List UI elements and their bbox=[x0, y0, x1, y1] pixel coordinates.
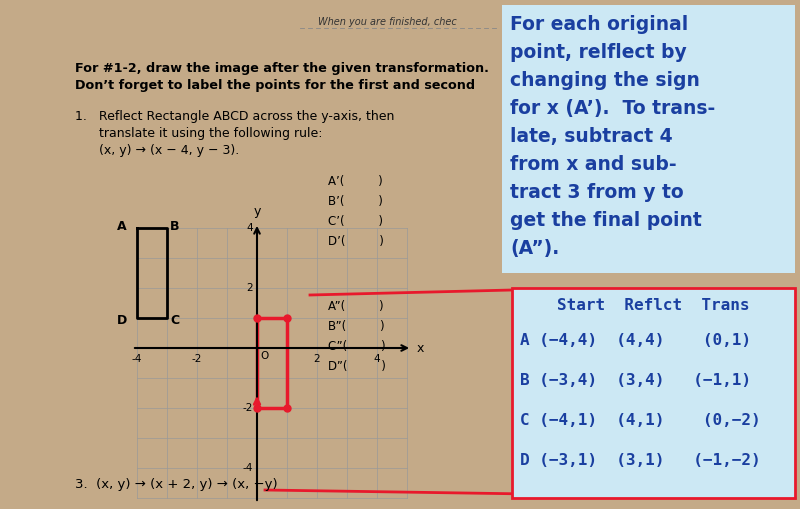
Text: D (−3,1)  (3,1)   (−1,−2): D (−3,1) (3,1) (−1,−2) bbox=[520, 453, 761, 468]
Text: C (−4,1)  (4,1)    (0,−2): C (−4,1) (4,1) (0,−2) bbox=[520, 413, 761, 428]
Text: 1.   Reflect Rectangle ABCD across the y-axis, then: 1. Reflect Rectangle ABCD across the y-a… bbox=[75, 110, 394, 123]
Text: C: C bbox=[170, 314, 179, 326]
Text: 4: 4 bbox=[246, 223, 253, 233]
Text: When you are finished, chec: When you are finished, chec bbox=[318, 17, 457, 27]
Text: C’(         ): C’( ) bbox=[328, 215, 383, 228]
Text: For each original: For each original bbox=[510, 15, 688, 34]
Text: B’(         ): B’( ) bbox=[328, 195, 383, 208]
Text: 2: 2 bbox=[246, 283, 253, 293]
Text: A (−4,4)  (4,4)    (0,1): A (−4,4) (4,4) (0,1) bbox=[520, 333, 751, 348]
Text: 2: 2 bbox=[314, 354, 320, 364]
Text: y: y bbox=[254, 205, 261, 218]
Text: point, relflect by: point, relflect by bbox=[510, 43, 686, 62]
Text: D’(         ): D’( ) bbox=[328, 235, 384, 248]
Text: 4: 4 bbox=[374, 354, 380, 364]
Text: B (−3,4)  (3,4)   (−1,1): B (−3,4) (3,4) (−1,1) bbox=[520, 373, 751, 388]
Text: A: A bbox=[118, 219, 127, 233]
Text: 3.  (x, y) → (x + 2, y) → (x, −y): 3. (x, y) → (x + 2, y) → (x, −y) bbox=[75, 478, 278, 491]
Text: For #1-2, draw the image after the given transformation.: For #1-2, draw the image after the given… bbox=[75, 62, 489, 75]
Text: get the final point: get the final point bbox=[510, 211, 702, 230]
Text: A’(         ): A’( ) bbox=[328, 175, 382, 188]
Text: -4: -4 bbox=[132, 354, 142, 364]
Text: D”(         ): D”( ) bbox=[328, 360, 386, 373]
Text: O: O bbox=[260, 351, 268, 361]
Text: -4: -4 bbox=[242, 463, 253, 473]
Text: Start  Reflct  Trans: Start Reflct Trans bbox=[558, 298, 750, 313]
Text: -2: -2 bbox=[192, 354, 202, 364]
Text: Don’t forget to label the points for the first and second: Don’t forget to label the points for the… bbox=[75, 79, 475, 92]
Text: C”(         ): C”( ) bbox=[328, 340, 386, 353]
Text: changing the sign: changing the sign bbox=[510, 71, 700, 90]
Text: (x, y) → (x − 4, y − 3).: (x, y) → (x − 4, y − 3). bbox=[75, 144, 239, 157]
Text: translate it using the following rule:: translate it using the following rule: bbox=[75, 127, 322, 140]
Text: from x and sub-: from x and sub- bbox=[510, 155, 677, 174]
Text: -2: -2 bbox=[242, 403, 253, 413]
FancyBboxPatch shape bbox=[512, 288, 795, 498]
Text: A”(         ): A”( ) bbox=[328, 300, 384, 313]
Text: B”(         ): B”( ) bbox=[328, 320, 385, 333]
Text: x: x bbox=[417, 342, 424, 354]
Text: for x (A’).  To trans-: for x (A’). To trans- bbox=[510, 99, 715, 118]
FancyBboxPatch shape bbox=[502, 5, 795, 273]
Text: B: B bbox=[170, 219, 179, 233]
Text: D: D bbox=[117, 314, 127, 326]
Text: tract 3 from y to: tract 3 from y to bbox=[510, 183, 684, 202]
Text: late, subtract 4: late, subtract 4 bbox=[510, 127, 673, 146]
Text: (A”).: (A”). bbox=[510, 239, 559, 258]
